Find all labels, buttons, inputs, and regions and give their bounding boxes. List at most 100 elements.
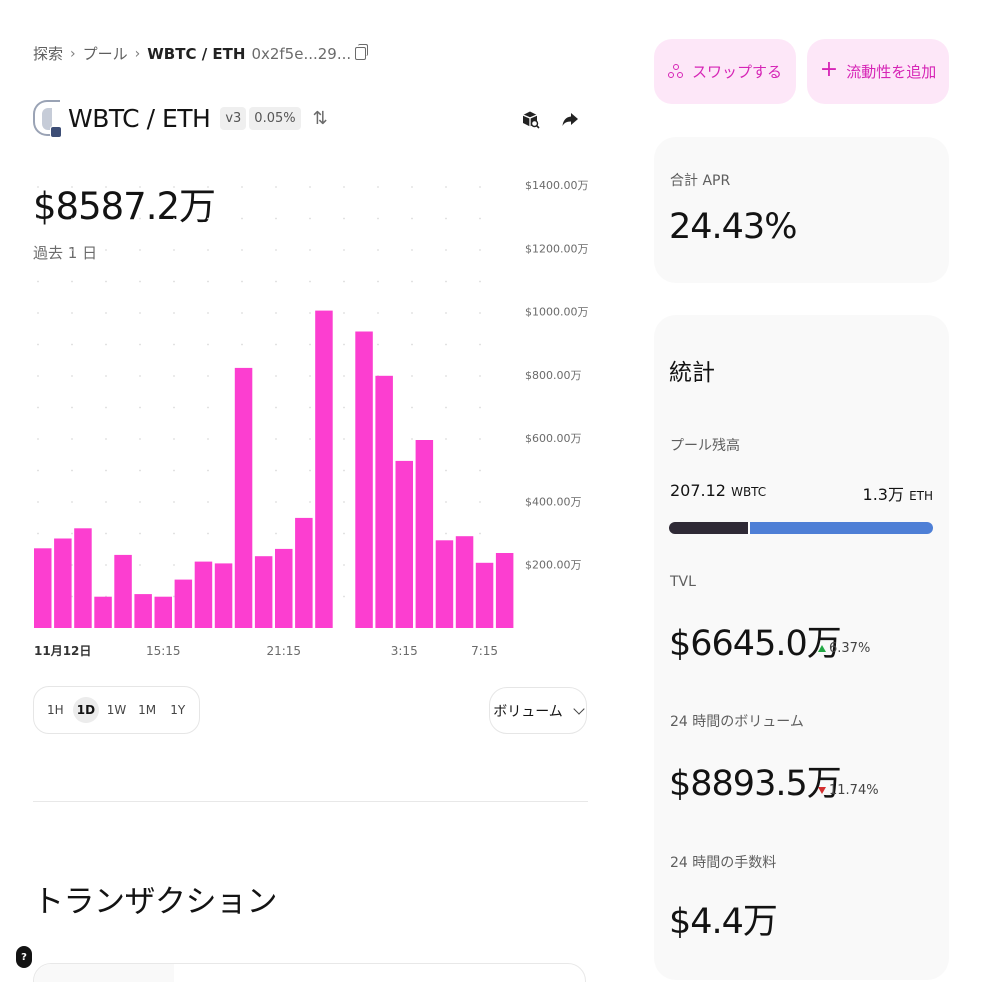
grid-dot xyxy=(343,186,345,188)
volume-bar[interactable] xyxy=(214,563,233,628)
time-range-1w[interactable]: 1W xyxy=(106,703,127,717)
copy-icon[interactable] xyxy=(355,44,369,60)
volume-bar[interactable] xyxy=(275,548,293,628)
swap-button[interactable]: スワップする xyxy=(654,39,796,104)
chevron-down-icon xyxy=(573,702,585,715)
grid-dot xyxy=(275,280,277,283)
grid-dot xyxy=(309,375,311,377)
grid-dot xyxy=(241,186,243,188)
help-icon[interactable]: ? xyxy=(16,946,32,968)
grid-dot xyxy=(37,312,39,314)
volume-bar[interactable] xyxy=(475,562,494,628)
grid-dot xyxy=(139,564,141,566)
volume-bar-chart[interactable]: $1400.00万 $1200.00万 $1000.00万 $800.00万 $600.… xyxy=(0,170,600,670)
grid-dot xyxy=(71,375,73,377)
grid-dot xyxy=(377,280,379,283)
version-badge: v3 xyxy=(220,106,247,130)
time-range-1y[interactable]: 1Y xyxy=(170,703,186,717)
grid-dot xyxy=(309,343,311,346)
volume-bar[interactable] xyxy=(495,553,514,628)
grid-dot xyxy=(139,280,141,283)
share-icon[interactable] xyxy=(559,108,581,130)
grid-dot xyxy=(309,501,311,503)
y-tick-label: $800.00万 xyxy=(525,369,582,382)
stats-title: 統計 xyxy=(669,360,715,386)
transactions-title: トランザクション xyxy=(33,884,278,920)
volume-bar[interactable] xyxy=(54,538,72,629)
grid-dot xyxy=(207,438,209,440)
fee-badge: 0.05% xyxy=(249,106,301,130)
grid-dot xyxy=(173,249,175,251)
grid-dot xyxy=(411,217,413,220)
grid-dot xyxy=(377,312,379,314)
grid-dot xyxy=(173,595,175,598)
volume-bar[interactable] xyxy=(34,548,52,628)
grid-dot xyxy=(411,186,413,188)
grid-dot xyxy=(445,312,447,314)
pool-balance-row: 207.12 WBTC 1.3万 ETH xyxy=(670,481,933,505)
eth-balance: 1.3万 ETH xyxy=(862,485,933,504)
grid-dot xyxy=(173,186,175,188)
volume-bar[interactable] xyxy=(315,310,333,628)
grid-dot xyxy=(445,501,447,503)
volume-bar[interactable] xyxy=(375,375,393,628)
grid-dot xyxy=(37,280,39,283)
grid-dot xyxy=(207,280,209,283)
grid-dot xyxy=(173,438,175,440)
time-range-1m[interactable]: 1M xyxy=(138,703,157,717)
volume-bar[interactable] xyxy=(395,460,414,628)
volume-bar[interactable] xyxy=(74,528,92,628)
block-explorer-icon[interactable] xyxy=(519,108,541,130)
grid-dot xyxy=(139,249,141,251)
volume-bar[interactable] xyxy=(174,579,193,628)
pool-balance-label: プール残高 xyxy=(670,438,740,454)
volume-bar[interactable] xyxy=(435,540,454,628)
fees-value: $4.4万 xyxy=(669,902,778,942)
volume-bar[interactable] xyxy=(194,561,213,628)
volume-bar[interactable] xyxy=(134,594,152,628)
x-tick-label: 3:15 xyxy=(391,644,418,658)
volume-bar[interactable] xyxy=(455,536,474,628)
volume-bar[interactable] xyxy=(355,331,373,629)
grid-dot xyxy=(275,375,277,377)
grid-dot xyxy=(71,186,73,188)
grid-dot xyxy=(479,469,481,472)
grid-dot xyxy=(71,280,73,283)
grid-dot xyxy=(479,343,481,346)
breadcrumb-explore[interactable]: 探索 xyxy=(33,45,64,63)
x-tick-label: 11月12日 xyxy=(34,644,91,658)
grid-dot xyxy=(343,217,345,220)
volume-bar[interactable] xyxy=(295,517,313,628)
breadcrumb-pools[interactable]: プール xyxy=(82,45,128,63)
grid-dot xyxy=(241,312,243,314)
grid-dot xyxy=(241,280,243,283)
pair-name: WBTC / ETH xyxy=(68,103,211,133)
y-tick-label: $200.00万 xyxy=(525,559,582,572)
grid-dot xyxy=(71,343,73,346)
swap-arrows-icon[interactable]: ⇅ xyxy=(312,107,328,129)
volume-bar[interactable] xyxy=(154,596,173,628)
tvl-label: TVL xyxy=(670,574,696,590)
grid-dot xyxy=(105,343,107,346)
volume-bar[interactable] xyxy=(94,596,112,628)
time-range-1h[interactable]: 1H xyxy=(46,703,64,717)
chart-metric-dropdown[interactable]: ボリューム xyxy=(489,687,587,734)
fees-label: 24 時間の手数料 xyxy=(670,855,777,871)
grid-dot xyxy=(139,532,141,535)
volume-bar[interactable] xyxy=(415,440,434,628)
grid-dot xyxy=(207,406,209,409)
add-liquidity-button[interactable]: + 流動性を追加 xyxy=(807,39,949,104)
grid-dot xyxy=(343,249,345,251)
volume-bar[interactable] xyxy=(114,554,132,628)
grid-dot xyxy=(309,217,311,220)
breadcrumb-current-pair: WBTC / ETH xyxy=(147,44,246,63)
volume-bar[interactable] xyxy=(254,556,273,628)
time-range-1d[interactable]: 1D xyxy=(72,697,99,723)
grid-dot xyxy=(309,312,311,314)
x-tick-label: 15:15 xyxy=(146,644,181,658)
grid-dot xyxy=(309,469,311,472)
volume-change: 11.74% xyxy=(818,783,879,798)
x-tick-label: 21:15 xyxy=(266,644,301,658)
grid-dot xyxy=(445,249,447,251)
volume-bar[interactable] xyxy=(234,367,253,628)
